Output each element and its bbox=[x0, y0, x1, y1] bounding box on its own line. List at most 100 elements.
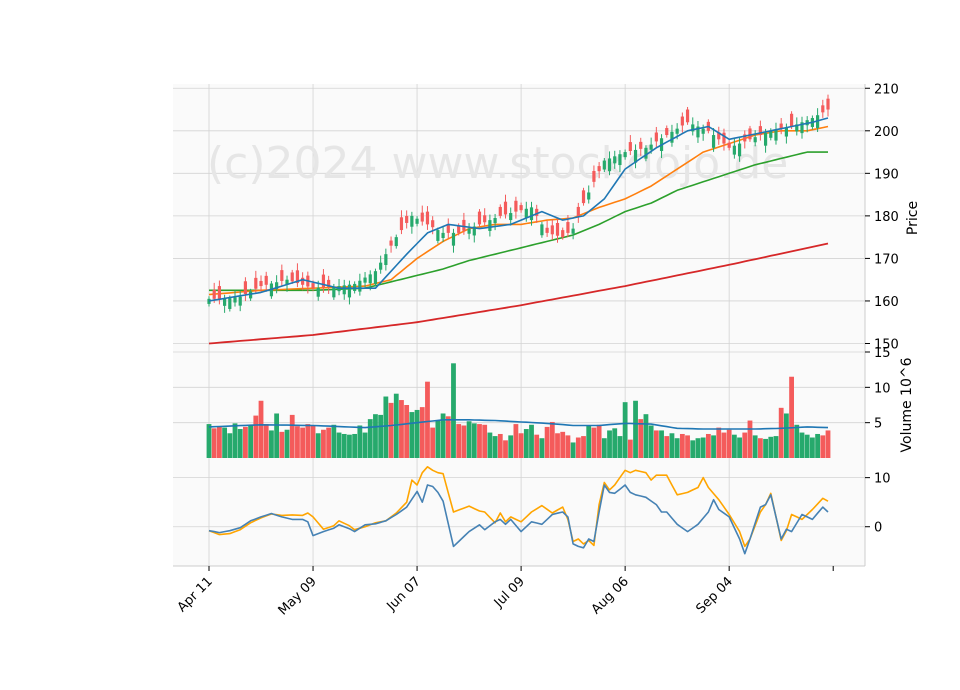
volume-bar-95 bbox=[700, 437, 706, 458]
volume-bar-69 bbox=[565, 435, 571, 458]
candle-body-69 bbox=[566, 222, 570, 233]
candle-body-60 bbox=[519, 205, 523, 211]
volume-bar-77 bbox=[607, 430, 612, 458]
candle-body-29 bbox=[358, 280, 362, 292]
volume-bar-32 bbox=[373, 414, 378, 458]
volume-bar-99 bbox=[721, 432, 727, 458]
candle-body-63 bbox=[535, 208, 539, 216]
ma2-line bbox=[208, 125, 829, 296]
volume-bar-119 bbox=[825, 430, 831, 458]
volume-bar-68 bbox=[560, 431, 566, 458]
candle-body-70 bbox=[571, 228, 575, 234]
candle-body-100 bbox=[727, 142, 731, 148]
volume-bar-76 bbox=[601, 438, 607, 458]
volume-bar-22 bbox=[321, 429, 326, 458]
x-tick-label-4: Aug 06 bbox=[589, 574, 632, 617]
volume-bar-3 bbox=[222, 427, 228, 458]
candle-body-91 bbox=[680, 116, 684, 126]
volume-bar-78 bbox=[612, 428, 618, 458]
candle-body-50 bbox=[467, 228, 471, 234]
volume-bar-38 bbox=[404, 405, 410, 458]
volume-bar-8 bbox=[248, 425, 254, 458]
volume-bar-19 bbox=[305, 424, 311, 458]
x-tick-label-3: Jul 09 bbox=[491, 574, 528, 611]
volume-bar-10 bbox=[258, 400, 264, 458]
volume-bar-47 bbox=[451, 363, 456, 458]
candle-body-42 bbox=[425, 211, 430, 225]
candle-body-108 bbox=[769, 130, 773, 138]
ma1-line bbox=[208, 117, 829, 302]
candlesticks bbox=[207, 94, 830, 313]
volume-bar-15 bbox=[284, 429, 290, 458]
candle-body-83 bbox=[639, 141, 643, 149]
volume-bar-44 bbox=[435, 420, 441, 458]
volume-bar-53 bbox=[482, 424, 488, 458]
volume-tick-label-0: 5 bbox=[874, 417, 882, 432]
candle-body-109 bbox=[774, 129, 778, 141]
volume-bar-71 bbox=[575, 437, 581, 458]
candle-body-61 bbox=[524, 208, 528, 218]
candle-body-39 bbox=[410, 215, 414, 227]
candle-body-78 bbox=[613, 156, 617, 164]
volume-bar-61 bbox=[523, 429, 529, 458]
volume-bar-96 bbox=[705, 433, 711, 458]
volume-bars bbox=[206, 363, 831, 458]
volume-bar-29 bbox=[357, 425, 363, 458]
candle-body-102 bbox=[737, 143, 742, 157]
candle-body-99 bbox=[722, 132, 726, 144]
candle-body-4 bbox=[228, 298, 232, 309]
volume-bar-75 bbox=[596, 424, 602, 458]
volume-bar-52 bbox=[477, 424, 482, 458]
volume-bar-107 bbox=[763, 438, 768, 458]
volume-bar-1 bbox=[211, 428, 217, 458]
volume-bar-23 bbox=[326, 427, 332, 458]
volume-bar-27 bbox=[347, 434, 352, 458]
volume-bar-25 bbox=[336, 432, 342, 458]
candle-body-71 bbox=[576, 206, 580, 216]
candle-body-118 bbox=[821, 105, 825, 113]
x-tick-label-0: Apr 11 bbox=[175, 574, 216, 615]
volume-bar-91 bbox=[679, 433, 685, 458]
volume-bar-85 bbox=[648, 425, 654, 458]
candle-body-57 bbox=[503, 201, 508, 215]
oscillator-line-2 bbox=[208, 465, 829, 548]
volume-bar-104 bbox=[747, 420, 753, 458]
volume-bar-35 bbox=[388, 402, 394, 458]
volume-bar-5 bbox=[232, 423, 238, 458]
volume-bar-117 bbox=[815, 433, 820, 458]
volume-bar-103 bbox=[742, 432, 748, 458]
volume-bar-88 bbox=[664, 436, 670, 458]
volume-bar-74 bbox=[591, 427, 597, 458]
candle-body-33 bbox=[379, 262, 383, 270]
volume-bar-62 bbox=[529, 424, 534, 458]
volume-bar-116 bbox=[809, 437, 815, 458]
volume-bar-51 bbox=[471, 423, 477, 458]
ma3-line bbox=[209, 151, 828, 292]
volume-bar-0 bbox=[206, 424, 212, 458]
candle-body-21 bbox=[316, 287, 320, 297]
volume-bar-41 bbox=[419, 407, 425, 458]
candle-body-82 bbox=[633, 149, 638, 163]
candle-body-49 bbox=[462, 219, 466, 231]
candle-body-10 bbox=[259, 280, 263, 287]
oscillator-line-1 bbox=[208, 484, 829, 555]
candle-body-35 bbox=[389, 240, 393, 246]
volume-bar-105 bbox=[752, 435, 758, 458]
candle-body-68 bbox=[561, 230, 565, 238]
volume-bar-90 bbox=[674, 438, 680, 458]
candle-body-56 bbox=[498, 206, 502, 216]
volume-bar-72 bbox=[581, 436, 586, 458]
candle-body-106 bbox=[758, 126, 762, 136]
candle-body-62 bbox=[529, 207, 534, 221]
watermark: (c)2024 www.stockdojo.de bbox=[207, 138, 788, 189]
candle-body-98 bbox=[717, 132, 721, 140]
price-axis-label: Price bbox=[905, 201, 921, 235]
candle-body-48 bbox=[457, 225, 461, 233]
candle-body-7 bbox=[243, 281, 248, 295]
volume-bar-73 bbox=[586, 425, 592, 458]
candle-body-53 bbox=[483, 215, 487, 223]
volume-bar-56 bbox=[497, 433, 503, 458]
price-tick-label-0: 150 bbox=[874, 337, 899, 352]
candle-body-84 bbox=[644, 147, 648, 159]
